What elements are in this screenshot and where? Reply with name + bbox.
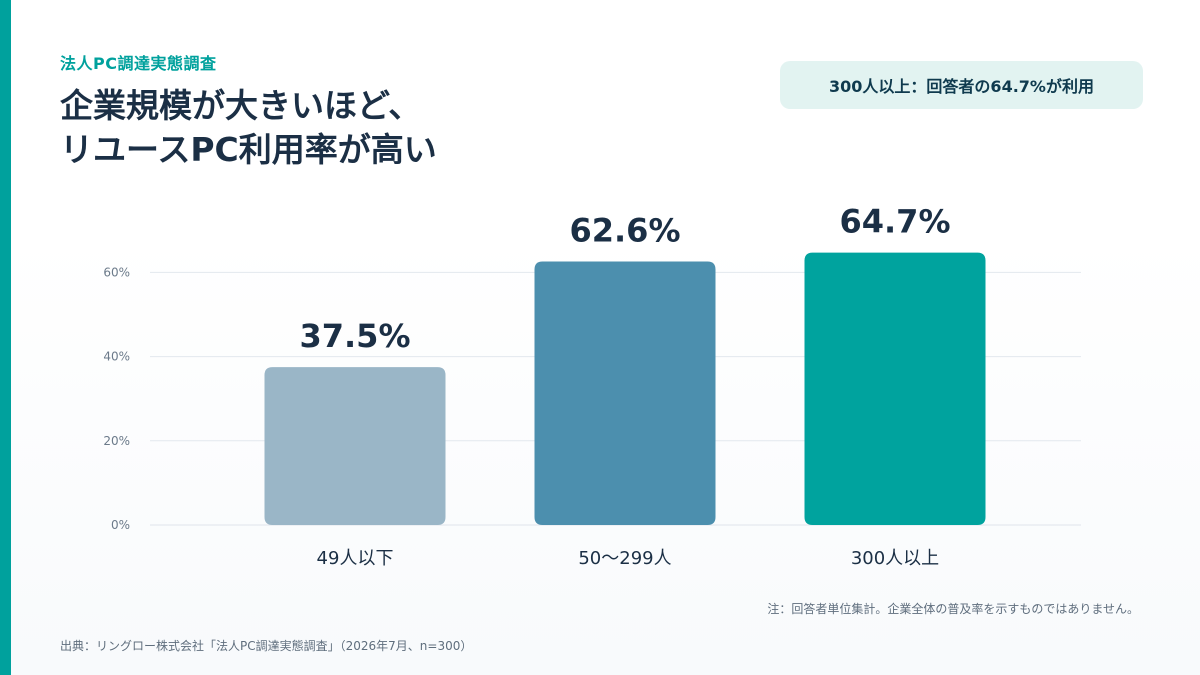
accent-bar — [0, 0, 11, 675]
x-tick-label: 300人以上 — [851, 548, 939, 569]
source-citation: 出典：リングロー株式会社「法人PC調達実態調査」（2026年7月、n=300） — [60, 639, 473, 653]
data-label: 37.5% — [299, 317, 410, 355]
x-tick-label: 50〜299人 — [578, 548, 671, 569]
y-tick-label: 0% — [111, 518, 130, 532]
data-label: 64.7% — [839, 203, 950, 241]
headline-line-2: リユースPC利用率が高い — [60, 130, 437, 169]
page-title: 企業規模が大きいほど、 リユースPC利用率が高い — [60, 84, 700, 172]
bar — [804, 252, 986, 525]
headline-line-1: 企業規模が大きいほど、 — [60, 86, 422, 125]
survey-eyebrow: 法人PC調達実態調査 — [60, 54, 217, 73]
footnote: 注：回答者単位集計。企業全体の普及率を示すものではありません。 — [767, 602, 1139, 616]
x-tick-label: 49人以下 — [317, 548, 394, 569]
y-tick-label: 40% — [103, 350, 130, 364]
bar — [534, 261, 716, 525]
data-label: 62.6% — [569, 211, 680, 249]
y-tick-label: 60% — [103, 265, 130, 279]
bar — [264, 367, 446, 525]
highlight-callout: 300人以上：回答者の64.7%が利用 — [780, 61, 1143, 109]
y-tick-label: 20% — [103, 434, 130, 448]
